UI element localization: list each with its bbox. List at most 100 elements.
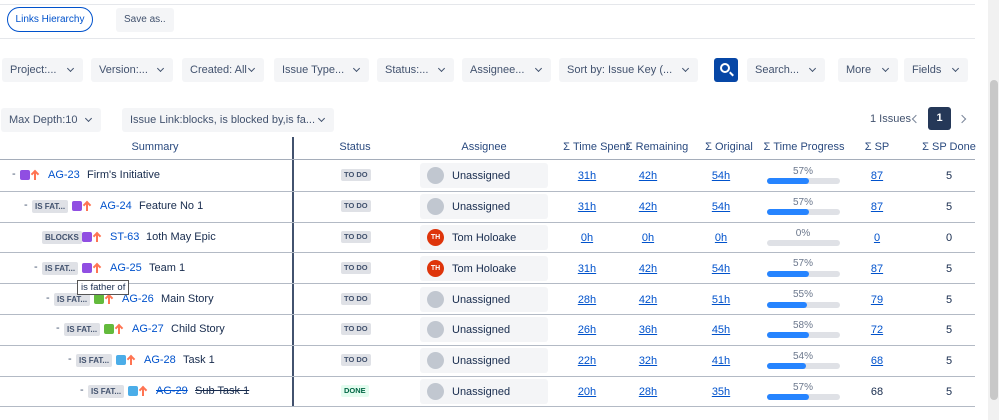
progress-fill bbox=[767, 270, 809, 277]
chevron bbox=[156, 64, 165, 73]
time-link[interactable]: 0h bbox=[714, 232, 728, 244]
issue-key[interactable]: AG-25 bbox=[110, 261, 142, 274]
progress-label: 54% bbox=[792, 350, 813, 362]
time-link[interactable]: 42h bbox=[638, 201, 658, 214]
search-button[interactable] bbox=[714, 58, 738, 82]
links-hierarchy-button[interactable]: Links Hierarchy bbox=[7, 7, 93, 32]
issue-key[interactable]: AG-24 bbox=[100, 200, 132, 213]
filter-button[interactable]: Assignee... bbox=[462, 58, 551, 82]
time-link[interactable]: 28h bbox=[638, 386, 658, 398]
priority-arrow bbox=[34, 171, 36, 181]
filter-button[interactable]: Created: All bbox=[182, 58, 264, 82]
progress-track bbox=[767, 394, 840, 400]
sp-value[interactable]: 0 bbox=[873, 232, 881, 244]
page-current[interactable]: 1 bbox=[928, 107, 951, 130]
status-badge: TO DO bbox=[341, 292, 371, 305]
filter-button[interactable]: Status:... bbox=[377, 58, 454, 82]
row-toggle[interactable]: - bbox=[34, 260, 38, 273]
priority-arrow-head bbox=[126, 354, 136, 364]
issue-link-button[interactable]: Issue Link:blocks, is blocked by,is fa..… bbox=[122, 108, 334, 132]
sp-value[interactable]: 87 bbox=[870, 201, 884, 214]
row-toggle[interactable]: - bbox=[56, 322, 60, 335]
time-link[interactable]: 28h bbox=[577, 293, 597, 306]
time-link[interactable]: 35h bbox=[711, 386, 731, 398]
assignee-name: Unassigned bbox=[452, 293, 511, 306]
time-link[interactable]: 42h bbox=[638, 293, 658, 306]
avatar bbox=[427, 290, 444, 308]
sp-value[interactable]: 79 bbox=[870, 293, 884, 306]
time-link[interactable]: 41h bbox=[711, 355, 731, 368]
avatar bbox=[427, 321, 444, 339]
time-link[interactable]: 54h bbox=[711, 201, 731, 214]
column-header: Σ Time Progress bbox=[763, 141, 845, 153]
issue-key[interactable]: AG-29 bbox=[156, 385, 188, 397]
issue-key[interactable]: AG-26 bbox=[122, 292, 154, 305]
priority-arrow-head bbox=[138, 385, 148, 395]
time-link[interactable]: 42h bbox=[638, 262, 658, 275]
filter-button[interactable]: Project:... bbox=[2, 58, 83, 82]
search-field[interactable]: Search... bbox=[747, 58, 825, 82]
page-prev[interactable] bbox=[911, 114, 921, 124]
max-depth-button[interactable]: Max Depth:10 bbox=[1, 108, 101, 132]
time-link[interactable]: 45h bbox=[711, 324, 731, 337]
filter-button[interactable]: Sort by: Issue Key (... bbox=[559, 58, 698, 82]
sp-value[interactable]: 87 bbox=[870, 262, 884, 275]
time-link[interactable]: 20h bbox=[577, 386, 597, 398]
issue-key[interactable]: ST-63 bbox=[110, 231, 140, 243]
time-link[interactable]: 54h bbox=[711, 262, 731, 275]
time-link[interactable]: 0h bbox=[641, 232, 655, 244]
status-badge: TO DO bbox=[341, 200, 371, 213]
row-toggle[interactable]: - bbox=[68, 353, 72, 366]
filter-button[interactable]: Issue Type... bbox=[274, 58, 369, 82]
issue-key[interactable]: AG-23 bbox=[48, 169, 80, 182]
link-badge: IS FAT... bbox=[76, 354, 113, 368]
link-badge: IS FAT... bbox=[64, 323, 101, 337]
row-toggle[interactable]: - bbox=[12, 168, 16, 181]
time-link[interactable]: 51h bbox=[711, 293, 731, 306]
time-link[interactable]: 32h bbox=[638, 355, 658, 368]
filter-button[interactable]: Version:... bbox=[91, 58, 173, 82]
time-link[interactable]: 36h bbox=[638, 324, 658, 337]
issue-type-icon bbox=[104, 324, 114, 335]
time-link[interactable]: 42h bbox=[638, 170, 658, 183]
sp-value[interactable]: 87 bbox=[870, 170, 884, 183]
progress-label: 57% bbox=[792, 196, 813, 208]
priority-arrow bbox=[142, 387, 144, 396]
sp-value[interactable]: 72 bbox=[870, 324, 884, 337]
avatar: TH bbox=[427, 259, 444, 277]
chevron bbox=[881, 64, 890, 73]
time-link[interactable]: 31h bbox=[577, 170, 597, 183]
time-link[interactable]: 31h bbox=[577, 201, 597, 214]
time-link[interactable]: 22h bbox=[577, 355, 597, 368]
time-link[interactable]: 31h bbox=[577, 262, 597, 275]
chevron bbox=[84, 114, 93, 123]
scroll-thumb bbox=[990, 80, 998, 400]
time-link[interactable]: 54h bbox=[711, 170, 731, 183]
link-badge: IS FAT... bbox=[42, 261, 79, 275]
save-as-button[interactable]: Save as.. bbox=[116, 8, 174, 32]
issue-key[interactable]: AG-27 bbox=[132, 323, 164, 336]
time-link[interactable]: 26h bbox=[577, 324, 597, 337]
priority-arrow bbox=[118, 325, 120, 335]
link-badge: IS FAT... bbox=[88, 385, 125, 398]
row-toggle[interactable]: - bbox=[24, 199, 28, 212]
progress-fill bbox=[767, 178, 809, 185]
sp-value[interactable]: 68 bbox=[870, 355, 884, 368]
progress-fill bbox=[767, 209, 809, 216]
issue-key[interactable]: AG-28 bbox=[144, 354, 176, 367]
assignee-name: Unassigned bbox=[452, 386, 511, 398]
column-header: Assignee bbox=[461, 141, 507, 153]
progress-fill bbox=[767, 394, 809, 400]
fields-button[interactable]: Fields bbox=[904, 58, 968, 82]
issue-summary: Firm's Initiative bbox=[87, 169, 160, 182]
status-badge: TO DO bbox=[341, 354, 371, 367]
time-link[interactable]: 0h bbox=[580, 232, 594, 244]
assignee-name: Tom Holoake bbox=[452, 232, 517, 244]
row-toggle[interactable]: - bbox=[80, 384, 84, 396]
row-toggle[interactable]: - bbox=[46, 291, 50, 304]
page-next[interactable] bbox=[957, 114, 967, 124]
more-button[interactable]: More bbox=[838, 58, 898, 82]
issues-count: 1 Issues bbox=[870, 113, 911, 125]
chevron bbox=[317, 114, 326, 123]
